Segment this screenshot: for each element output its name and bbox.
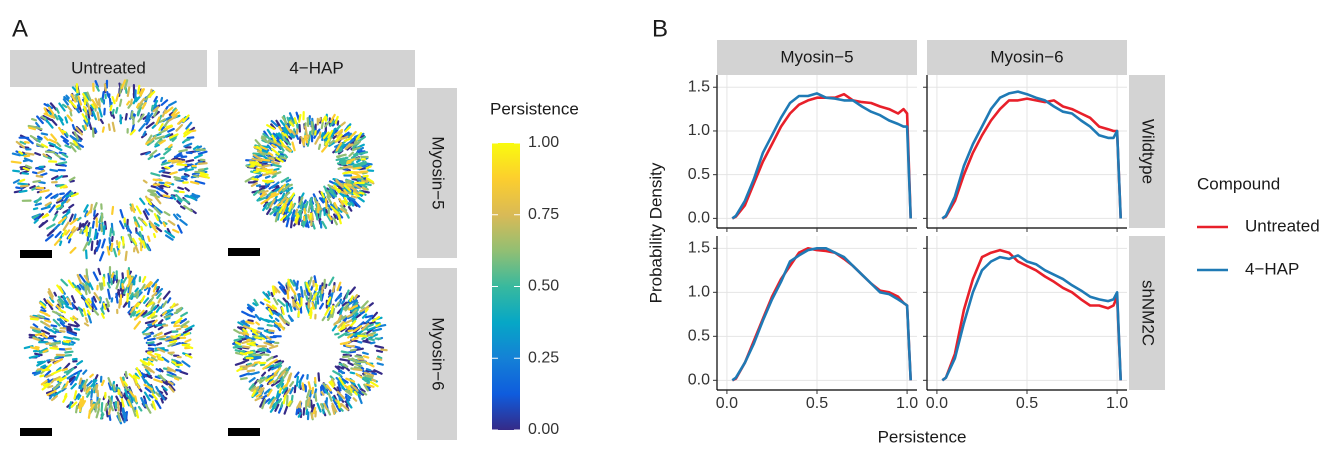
cell-texture <box>234 278 381 409</box>
series-line <box>941 254 1122 382</box>
colorbar-tick-label: 0.25 <box>528 349 559 366</box>
cell-texture <box>29 275 194 419</box>
series-line <box>941 90 1122 220</box>
cell-texture <box>18 83 210 249</box>
y-tick-label: 0.0 <box>688 372 710 389</box>
cell-texture <box>253 113 369 222</box>
cell-texture <box>242 281 375 415</box>
panel-label: B <box>652 15 668 42</box>
cell-texture <box>249 111 374 225</box>
colorbar-tick-label: 0.50 <box>528 278 559 295</box>
scale-bar <box>228 248 260 256</box>
y-tick-label: 0.0 <box>688 210 710 227</box>
x-tick-label: 1.0 <box>1106 395 1128 412</box>
cell-texture <box>21 79 206 252</box>
strip-label: 4−HAP <box>289 58 343 77</box>
strip <box>1129 236 1165 390</box>
strip-label: shNM2C <box>1139 280 1158 346</box>
scale-bar <box>20 428 52 436</box>
colorbar-tick-label: 0.00 <box>528 421 559 438</box>
strip-label: Wildtype <box>1139 119 1158 184</box>
panel-label: A <box>12 15 28 42</box>
colorbar-tick-label: 0.75 <box>528 206 559 223</box>
series-line <box>731 92 912 220</box>
strip-label: Myosin−5 <box>429 136 448 209</box>
strip <box>927 40 1127 75</box>
strip <box>417 88 457 258</box>
strip <box>717 40 917 75</box>
cell-texture <box>30 269 192 419</box>
scale-bar <box>20 250 52 258</box>
strip <box>1129 75 1165 228</box>
x-axis-title: Persistence <box>878 427 967 446</box>
strip <box>218 50 415 87</box>
x-tick-label: 1.0 <box>896 395 918 412</box>
series-line <box>731 92 912 220</box>
strip-label: Myosin−6 <box>429 317 448 390</box>
x-tick-label: 0.5 <box>1016 395 1038 412</box>
y-axis-title: Probability Density <box>646 162 665 303</box>
y-tick-label: 1.5 <box>688 240 710 257</box>
legend-label: 4−HAP <box>1245 259 1299 278</box>
strip <box>10 50 207 87</box>
legend-label: Untreated <box>1245 216 1320 235</box>
series-line <box>731 247 912 382</box>
scale-bar <box>228 428 260 436</box>
legend-title: Compound <box>1197 174 1280 193</box>
x-tick-label: 0.0 <box>926 395 948 412</box>
y-tick-label: 1.5 <box>688 78 710 95</box>
colorbar-tick-label: 1.00 <box>528 134 559 151</box>
strip-label: Untreated <box>71 58 146 77</box>
y-tick-label: 1.0 <box>688 284 710 301</box>
strip-label: Myosin−5 <box>780 47 853 66</box>
strip <box>417 268 457 440</box>
strip-label: Myosin−6 <box>990 47 1063 66</box>
x-tick-label: 0.0 <box>716 395 738 412</box>
y-tick-label: 0.5 <box>688 166 710 183</box>
cell-texture <box>240 279 387 421</box>
colorbar-title: Persistence <box>490 99 579 118</box>
series-line <box>941 248 1122 382</box>
cell-texture <box>15 83 208 262</box>
y-tick-label: 0.5 <box>688 328 710 345</box>
x-tick-label: 0.5 <box>806 395 828 412</box>
series-line <box>941 97 1122 220</box>
cell-texture <box>10 79 208 256</box>
y-tick-label: 1.0 <box>688 122 710 139</box>
series-line <box>731 247 912 382</box>
